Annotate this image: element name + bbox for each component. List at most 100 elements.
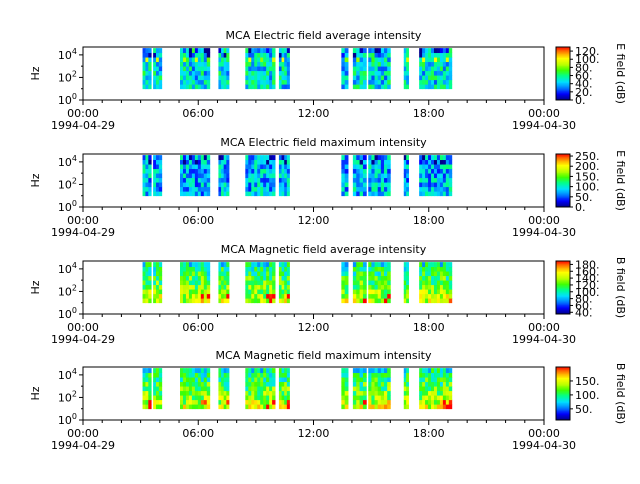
heatmap-cell bbox=[380, 390, 385, 396]
heatmap-cell bbox=[371, 70, 375, 76]
heatmap-cell bbox=[374, 70, 379, 76]
heatmap-cell bbox=[445, 57, 450, 63]
heatmap-cell bbox=[341, 377, 346, 383]
heatmap-cell bbox=[148, 284, 152, 290]
heatmap-cell bbox=[185, 399, 190, 405]
heatmap-cell bbox=[153, 390, 157, 396]
heatmap-cell bbox=[380, 70, 385, 76]
heatmap-cell bbox=[356, 390, 360, 396]
colorbar-swatch bbox=[556, 160, 570, 163]
heatmap-cell bbox=[419, 293, 423, 299]
heatmap-cell bbox=[439, 177, 444, 183]
heatmap-cell bbox=[185, 368, 190, 374]
heatmap-cell bbox=[223, 57, 227, 63]
heatmap-cell bbox=[284, 61, 288, 67]
heatmap-cell bbox=[419, 52, 423, 58]
heatmap-cell bbox=[436, 271, 441, 277]
heatmap-cell bbox=[188, 381, 193, 387]
heatmap-cell bbox=[254, 61, 258, 67]
colorbar-tick-label: 40. bbox=[575, 306, 593, 319]
heatmap-cell bbox=[223, 182, 227, 188]
heatmap-cell bbox=[203, 386, 208, 392]
heatmap-cell bbox=[448, 79, 453, 85]
heatmap-cell bbox=[223, 404, 227, 410]
colorbar-swatch bbox=[556, 302, 570, 304]
heatmap-cell bbox=[272, 399, 276, 405]
heatmap-cell bbox=[251, 262, 255, 268]
heatmap-cell bbox=[428, 66, 432, 72]
heatmap-cell bbox=[448, 159, 453, 165]
heatmap-cell bbox=[188, 182, 193, 188]
heatmap-cell bbox=[419, 284, 423, 290]
colorbar-swatch bbox=[556, 89, 570, 92]
colorbar-swatch bbox=[556, 310, 570, 312]
y-tick-label: 100 bbox=[58, 306, 77, 321]
heatmap-cell bbox=[425, 399, 429, 405]
heatmap-cell bbox=[439, 377, 444, 383]
heatmap-cell bbox=[145, 377, 149, 383]
heatmap-cell bbox=[425, 61, 429, 67]
heatmap-cell bbox=[182, 159, 187, 165]
heatmap-cell bbox=[362, 155, 367, 161]
heatmap-cell bbox=[203, 177, 208, 183]
heatmap-cell bbox=[384, 79, 388, 85]
heatmap-cell bbox=[352, 79, 357, 85]
heatmap-cell bbox=[431, 404, 435, 410]
y-axis-label: Hz bbox=[29, 173, 42, 187]
heatmap-cell bbox=[188, 186, 193, 192]
heatmap-cell bbox=[218, 293, 222, 299]
heatmap-cell bbox=[286, 298, 290, 304]
heatmap-cell bbox=[359, 395, 364, 401]
heatmap-cell bbox=[158, 377, 163, 383]
heatmap-cell bbox=[188, 61, 193, 67]
heatmap-cell bbox=[266, 177, 270, 183]
heatmap-cell bbox=[445, 404, 450, 410]
heatmap-cell bbox=[436, 164, 441, 170]
heatmap-cell bbox=[425, 271, 429, 277]
heatmap-cell bbox=[263, 177, 267, 183]
heatmap-cell bbox=[384, 61, 388, 67]
heatmap-cell bbox=[203, 289, 208, 295]
heatmap-cell bbox=[272, 266, 276, 272]
heatmap-cell bbox=[221, 155, 225, 161]
heatmap-cell bbox=[251, 395, 255, 401]
heatmap-cell bbox=[197, 280, 202, 286]
heatmap-cell bbox=[368, 280, 372, 286]
heatmap-cell bbox=[248, 262, 252, 268]
colorbar-tick-label: 150. bbox=[575, 375, 600, 388]
heatmap-cell bbox=[344, 372, 349, 378]
colorbar-swatch bbox=[556, 282, 570, 284]
heatmap-cell bbox=[431, 159, 435, 165]
heatmap-cell bbox=[445, 271, 450, 277]
heatmap-cell bbox=[218, 377, 222, 383]
heatmap-cell bbox=[377, 372, 382, 378]
heatmap-cell bbox=[286, 284, 290, 290]
heatmap-cell bbox=[419, 395, 423, 401]
heatmap-cell bbox=[257, 399, 261, 405]
heatmap-cell bbox=[254, 399, 258, 405]
heatmap-cell bbox=[251, 61, 255, 67]
heatmap-cell bbox=[433, 70, 438, 76]
heatmap-cell bbox=[158, 404, 163, 410]
heatmap-cell bbox=[188, 177, 193, 183]
heatmap-cell bbox=[286, 177, 290, 183]
heatmap-cell bbox=[148, 66, 152, 72]
heatmap-cell bbox=[428, 57, 432, 63]
heatmap-cell bbox=[142, 57, 146, 63]
colorbar-swatch bbox=[556, 271, 570, 274]
heatmap-cell bbox=[419, 280, 423, 286]
heatmap-cell bbox=[431, 57, 435, 63]
x-tick-label: 00:00 bbox=[67, 321, 99, 334]
heatmap-cell bbox=[371, 266, 375, 272]
heatmap-cell bbox=[218, 79, 222, 85]
heatmap-cell bbox=[419, 289, 423, 295]
heatmap-cell bbox=[200, 377, 205, 383]
heatmap-cell bbox=[223, 399, 227, 405]
heatmap-cell bbox=[245, 75, 249, 81]
heatmap-cell bbox=[425, 52, 429, 58]
heatmap-cell bbox=[362, 177, 367, 183]
heatmap-cell bbox=[180, 399, 184, 405]
heatmap-cell bbox=[356, 280, 360, 286]
heatmap-cell bbox=[254, 395, 258, 401]
heatmap-cell bbox=[200, 390, 205, 396]
